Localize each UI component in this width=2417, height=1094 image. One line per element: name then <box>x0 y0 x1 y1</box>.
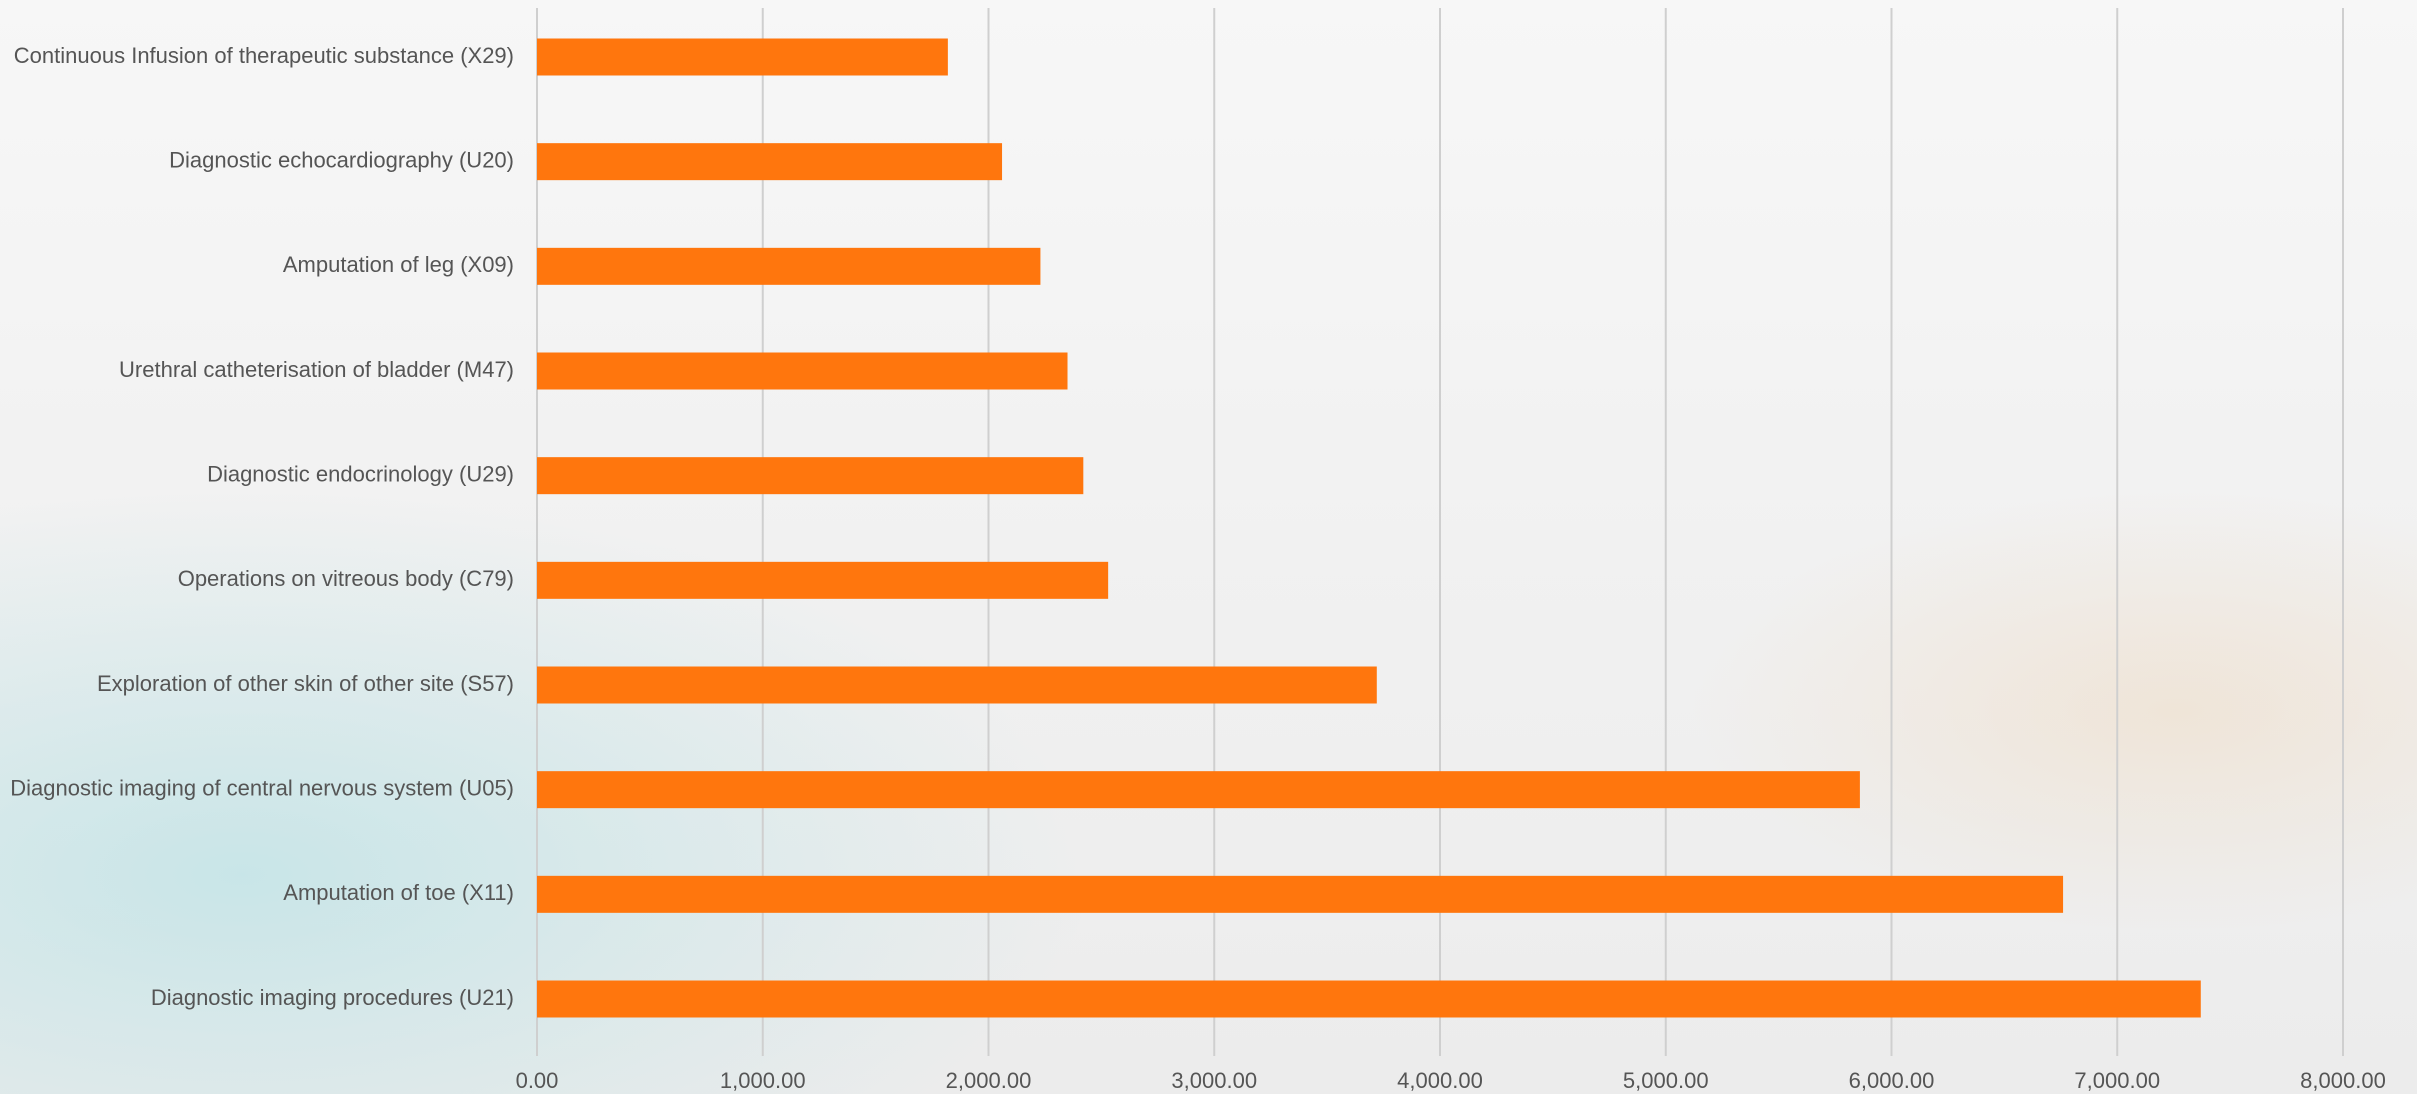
bar <box>537 248 1040 285</box>
y-tick-label: Diagnostic endocrinology (U29) <box>207 461 514 486</box>
x-tick-label: 0.00 <box>516 1068 559 1093</box>
y-tick-label: Amputation of toe (X11) <box>283 880 514 905</box>
y-tick-label: Amputation of leg (X09) <box>283 252 514 277</box>
x-tick-label: 4,000.00 <box>1397 1068 1483 1093</box>
bar <box>537 457 1083 494</box>
x-tick-label: 6,000.00 <box>1849 1068 1935 1093</box>
bar <box>537 353 1068 390</box>
y-tick-label: Operations on vitreous body (C79) <box>178 566 514 591</box>
y-tick-label: Urethral catheterisation of bladder (M47… <box>119 357 514 382</box>
x-tick-label: 2,000.00 <box>946 1068 1032 1093</box>
y-tick-label: Continuous Infusion of therapeutic subst… <box>14 43 514 68</box>
x-tick-label: 1,000.00 <box>720 1068 806 1093</box>
y-tick-label: Exploration of other skin of other site … <box>97 671 514 696</box>
x-tick-label: 5,000.00 <box>1623 1068 1709 1093</box>
chart: 0.00 1,000.00 2,000.00 3,000.00 4,000.00 5,00… <box>0 0 2417 1094</box>
page: {"chart_data": {"type": "hbar", "categor… <box>0 0 2417 1094</box>
bar <box>537 39 948 76</box>
x-tick-label: 3,000.00 <box>1171 1068 1257 1093</box>
bar <box>537 667 1377 704</box>
bar <box>537 143 1002 180</box>
y-tick-label: Diagnostic echocardiography (U20) <box>169 147 514 172</box>
bar <box>537 562 1108 599</box>
y-tick-label: Diagnostic imaging of central nervous sy… <box>10 775 514 800</box>
y-tick-label: Diagnostic imaging procedures (U21) <box>151 985 514 1010</box>
x-tick-label: 7,000.00 <box>2074 1068 2160 1093</box>
bar <box>537 771 1860 808</box>
bar <box>537 876 2063 913</box>
bar <box>537 981 2201 1018</box>
x-tick-label: 8,000.00 <box>2300 1068 2386 1093</box>
